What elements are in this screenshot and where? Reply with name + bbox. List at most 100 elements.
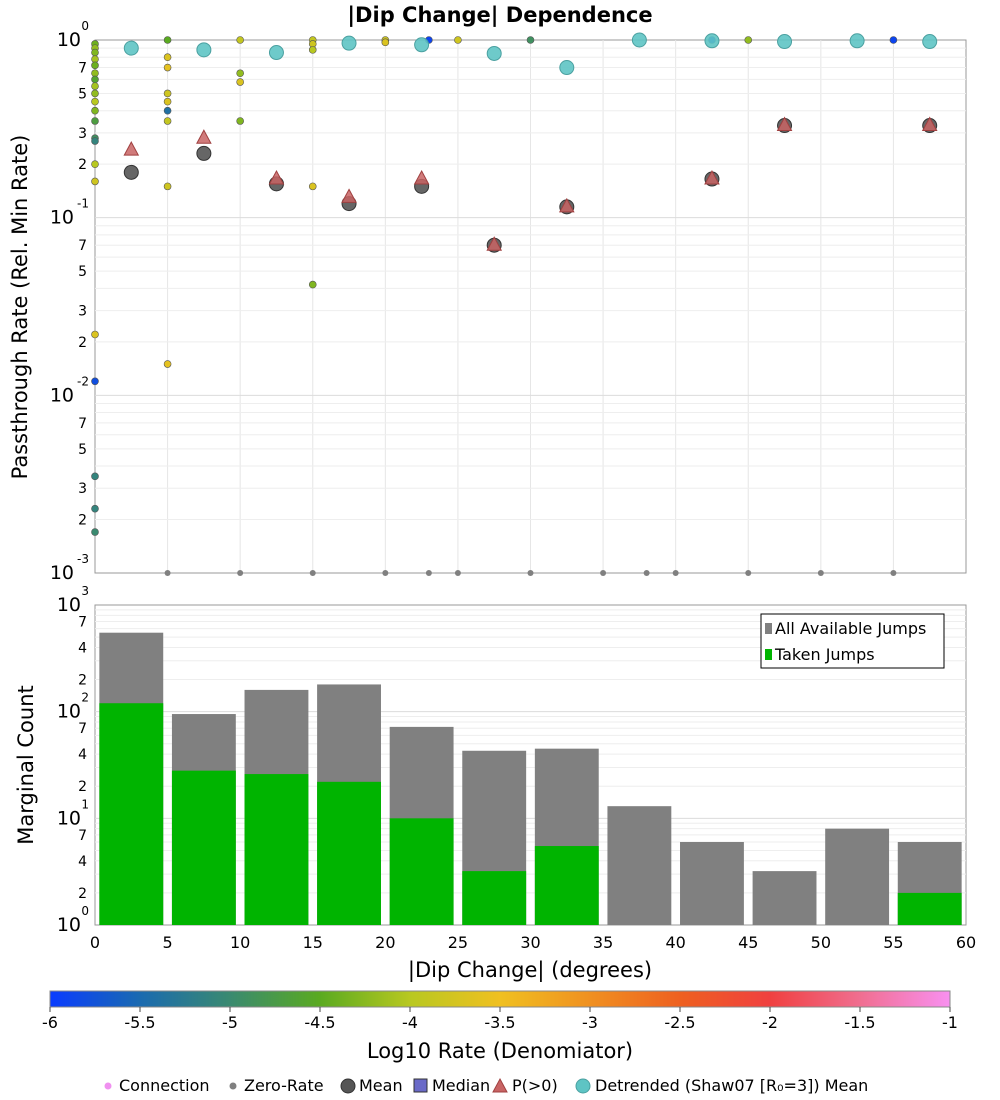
connection-point xyxy=(91,75,99,84)
legend-zero-rate-label: Zero-Rate xyxy=(244,1076,324,1095)
tick-exponent: -2 xyxy=(77,374,89,388)
tick-exponent: 0 xyxy=(81,19,89,33)
zero-rate-point xyxy=(527,570,534,576)
connection-point xyxy=(308,46,317,54)
mean-point xyxy=(196,145,212,161)
y-tick-minor: 4 xyxy=(78,747,87,763)
tick-base: 10 xyxy=(57,701,81,723)
y-tick-minor: 2 xyxy=(78,157,87,173)
colorbar-tick-label: -4 xyxy=(402,1013,418,1032)
y-tick-minor: 5 xyxy=(78,442,87,458)
tick-exponent: -3 xyxy=(77,552,89,566)
connection-point xyxy=(91,89,99,98)
x-tick-label: 45 xyxy=(738,933,758,952)
connection-point xyxy=(236,78,244,86)
colorbar: -6 -5.5 -5 -4.5 -4 -3.5 -3 -2.5 -2 -1.5 -1 Log10 R… xyxy=(42,990,958,1063)
y-tick-minor: 7 xyxy=(78,615,87,631)
y-tick-minor: 7 xyxy=(78,721,87,737)
bar-all-jumps xyxy=(607,806,672,925)
x-tick-label: 40 xyxy=(665,933,685,952)
connection-point xyxy=(91,504,99,513)
detrended-mean-point xyxy=(559,60,575,76)
x-tick-label: 5 xyxy=(162,933,172,952)
detrended-mean-point xyxy=(268,45,284,61)
legend-connection-marker xyxy=(104,1082,112,1090)
histogram-y-axis-label: Marginal Count xyxy=(14,685,38,844)
zero-rate-point xyxy=(309,570,316,576)
y-tick-decade: -110 xyxy=(50,197,89,229)
legend-p-gt-0-marker xyxy=(492,1077,508,1093)
x-tick-label: 10 xyxy=(230,933,250,952)
y-tick-minor: 7 xyxy=(78,416,87,432)
connection-point xyxy=(236,36,244,44)
connection-point xyxy=(163,63,172,72)
histogram-x-axis-label: |Dip Change| (degrees) xyxy=(408,958,652,983)
zero-rate-point xyxy=(425,570,432,576)
connection-point xyxy=(91,528,99,536)
connection-point xyxy=(163,117,172,125)
histogram-legend-box xyxy=(760,613,945,669)
tick-base: 10 xyxy=(50,207,74,229)
detrended-mean-point xyxy=(704,33,720,49)
legend-median-label: Median xyxy=(432,1076,490,1095)
tick-exponent: 2 xyxy=(81,691,89,705)
y-tick-decade: -310 xyxy=(50,552,89,584)
bar-taken-jumps xyxy=(897,892,962,925)
tick-base: 10 xyxy=(57,29,81,51)
legend-detrended-marker xyxy=(575,1078,591,1094)
p-gt-0-point xyxy=(123,141,140,156)
p-gt-0-point xyxy=(704,169,720,185)
y-tick-minor: 2 xyxy=(78,673,87,689)
y-tick-minor: 7 xyxy=(78,828,87,844)
y-tick-minor: 5 xyxy=(78,264,87,280)
connection-point xyxy=(163,36,172,44)
colorbar-tick-label: -1.5 xyxy=(844,1013,875,1032)
legend-zero-rate-marker xyxy=(229,1082,237,1090)
y-tick-decade: 110 xyxy=(57,797,89,829)
bar-taken-jumps xyxy=(534,846,599,925)
bar-taken-jumps xyxy=(99,703,164,925)
y-tick-minor: 3 xyxy=(78,481,87,497)
connection-point xyxy=(163,106,172,115)
connection-point xyxy=(308,280,317,289)
x-tick-label: 55 xyxy=(883,933,903,952)
p-gt-0-point xyxy=(558,197,575,213)
colorbar-ticks: -6 -5.5 -5 -4.5 -4 -3.5 -3 -2.5 -2 -1.5 -1 xyxy=(42,1007,958,1032)
colorbar-tick-label: -2.5 xyxy=(664,1013,695,1032)
y-tick-minor: 4 xyxy=(78,640,87,656)
connection-point xyxy=(91,61,99,70)
colorbar-label: Log10 Rate (Denomiator) xyxy=(367,1039,633,1063)
connection-point xyxy=(163,182,172,191)
tick-base: 10 xyxy=(50,384,74,406)
x-tick-label: 35 xyxy=(593,933,613,952)
colorbar-tick-label: -1 xyxy=(942,1013,958,1032)
y-tick-minor: 7 xyxy=(78,61,87,77)
scatter-points xyxy=(91,32,938,576)
connection-point xyxy=(163,97,172,106)
connection-point xyxy=(91,177,99,186)
zero-rate-point xyxy=(643,570,650,576)
p-gt-0-point xyxy=(268,169,285,185)
y-tick-decade: 210 xyxy=(57,691,89,723)
legend-detrended-label: Detrended (Shaw07 [R₀=3]) Mean xyxy=(595,1076,868,1095)
colorbar-tick-label: -5 xyxy=(222,1013,238,1032)
detrended-mean-point xyxy=(922,34,938,50)
zero-rate-point xyxy=(600,570,607,576)
colorbar-tick-label: -3.5 xyxy=(484,1013,515,1032)
connection-point xyxy=(91,97,99,106)
detrended-mean-point xyxy=(849,33,865,49)
histogram-x-ticks: 0 5 10 15 20 25 30 35 40 45 50 55 60 xyxy=(90,933,976,952)
connection-point xyxy=(526,36,535,44)
x-tick-label: 50 xyxy=(811,933,831,952)
tick-exponent: -1 xyxy=(77,197,89,211)
y-tick-minor: 3 xyxy=(78,304,87,320)
bar-all-jumps xyxy=(680,841,744,925)
colorbar-tick-label: -5.5 xyxy=(124,1013,155,1032)
zero-rate-point xyxy=(890,570,897,576)
connection-point xyxy=(308,182,317,191)
zero-rate-point xyxy=(745,570,752,576)
chart-title: |Dip Change| Dependence xyxy=(347,3,652,28)
connection-point xyxy=(889,36,898,44)
tick-base: 10 xyxy=(57,594,81,616)
